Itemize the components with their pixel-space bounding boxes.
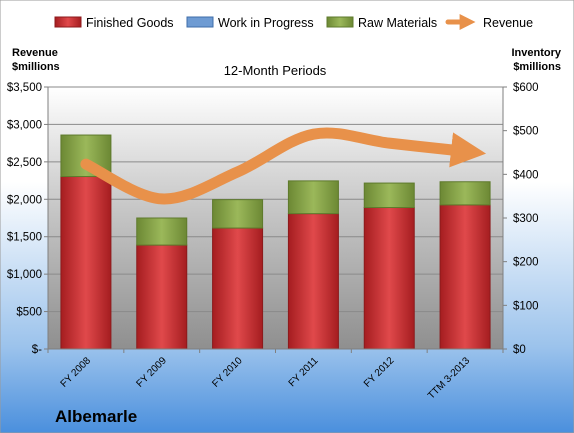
bar-finished-goods-4 [363, 207, 415, 350]
right-axis-title-line2: $millions [513, 61, 561, 73]
legend-swatch-work-in-progress [186, 16, 214, 28]
revenue-line [80, 127, 487, 205]
legend-swatch-finished-goods [54, 16, 82, 28]
bar-finished-goods-1 [136, 244, 188, 350]
bar-raw-materials-3 [287, 180, 339, 215]
company-name: Albemarle [55, 407, 137, 426]
right-tick-label: $200 [513, 257, 539, 269]
left-tick-label: $1,500 [7, 232, 42, 244]
legend-label-finished-goods: Finished Goods [86, 16, 174, 30]
legend-label-work-in-progress: Work in Progress [218, 16, 314, 30]
bar-finished-goods-0 [60, 176, 112, 350]
legend-label-raw-materials: Raw Materials [358, 16, 437, 30]
right-tick-label: $100 [513, 300, 539, 312]
right-tick-label: $400 [513, 169, 539, 181]
right-tick-label: $500 [513, 126, 539, 138]
left-tick-label: $2,000 [7, 194, 42, 206]
revenue-line-layer [80, 127, 487, 205]
right-tick-label: $600 [513, 82, 539, 94]
bar-finished-goods-3 [287, 213, 339, 350]
legend-swatch-raw-materials [326, 16, 354, 28]
bar-finished-goods-5 [439, 204, 491, 350]
legend: Finished Goods Work in Progress Raw Mate… [54, 13, 533, 31]
left-tick-label: $2,500 [7, 157, 42, 169]
left-tick-label: $3,500 [7, 82, 42, 94]
left-tick-label: $3,000 [7, 119, 42, 131]
right-tick-label: $0 [513, 344, 526, 356]
left-tick-label: $500 [16, 307, 42, 319]
right-tick-label: $300 [513, 213, 539, 225]
left-axis-title-line1: Revenue [12, 47, 58, 59]
bar-raw-materials-2 [212, 199, 264, 229]
bar-raw-materials-1 [136, 217, 188, 246]
bar-raw-materials-5 [439, 181, 491, 206]
legend-label-revenue: Revenue [483, 16, 533, 30]
left-tick-label: $1,000 [7, 269, 42, 281]
plot-area [48, 87, 503, 349]
chart-title: 12-Month Periods [224, 63, 327, 78]
right-axis-title-line1: Inventory [511, 47, 561, 59]
bar-finished-goods-2 [212, 227, 264, 350]
left-tick-label: $- [32, 344, 42, 356]
bars [60, 134, 491, 350]
left-axis-title-line2: $millions [12, 61, 60, 73]
bar-raw-materials-4 [363, 182, 415, 209]
